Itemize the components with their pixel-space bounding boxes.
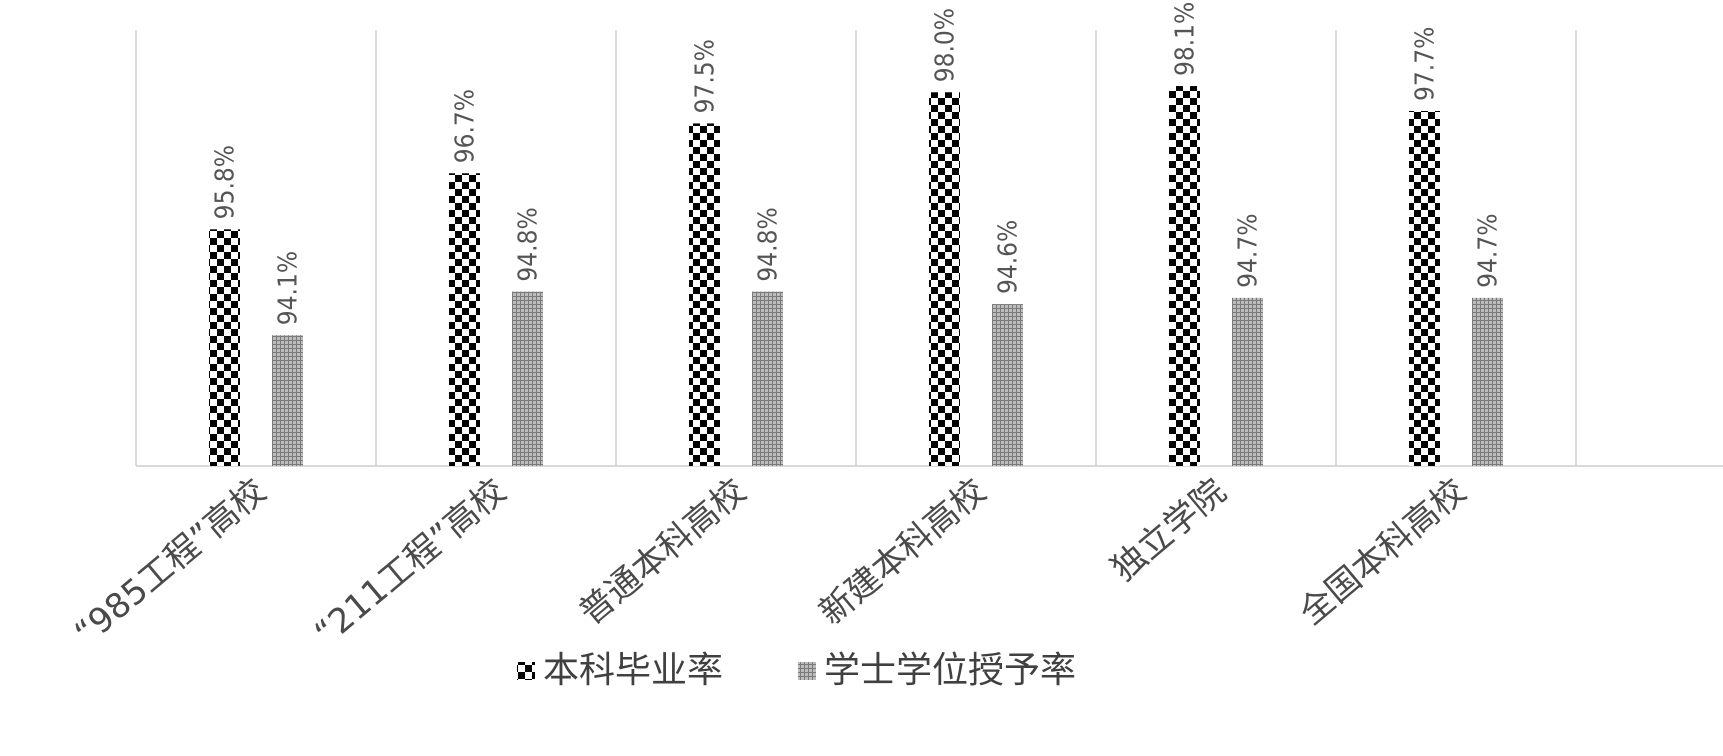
legend: 本科毕业率 学士学位授予率	[517, 650, 1076, 691]
data-label: 94.7%	[1474, 214, 1504, 288]
data-label: 94.7%	[1234, 214, 1264, 288]
bar	[1169, 86, 1200, 467]
bar	[929, 92, 960, 467]
data-label: 97.7%	[1411, 27, 1441, 101]
data-label: 94.6%	[994, 220, 1024, 294]
data-label: 95.8%	[211, 145, 241, 219]
bar	[992, 304, 1023, 466]
data-label: 96.7%	[451, 89, 481, 163]
category-label: 新建本科高校	[812, 471, 994, 633]
data-label: 98.0%	[931, 8, 961, 82]
legend-label: 学士学位授予率	[824, 650, 1076, 691]
legend-label: 本科毕业率	[543, 650, 723, 691]
bars	[209, 86, 1503, 467]
data-labels: 95.8% 96.7% 97.5% 98.0% 98.1% 97.7% 94.1% 94.8%…	[211, 2, 1504, 325]
bar	[1232, 297, 1263, 466]
legend-swatch	[798, 662, 816, 680]
bar	[512, 291, 543, 466]
data-label: 98.1%	[1171, 2, 1201, 76]
data-label: 94.1%	[274, 251, 304, 325]
category-label: “985工程”高校	[67, 471, 274, 653]
bar	[1472, 297, 1503, 466]
bar	[752, 291, 783, 466]
legend-swatch	[517, 662, 535, 680]
category-label: 普通本科高校	[572, 471, 754, 633]
category-label: 全国本科高校	[1292, 471, 1474, 633]
bar	[449, 173, 480, 466]
category-labels: “985工程”高校 “211工程”高校 普通本科高校 新建本科高校 独立学院 全国本科高校	[67, 471, 1474, 653]
bar	[209, 229, 240, 466]
category-label: 独立学院	[1104, 471, 1234, 589]
data-label: 94.8%	[514, 207, 544, 281]
bar	[689, 123, 720, 466]
data-label: 97.5%	[691, 39, 721, 113]
bar	[1409, 110, 1440, 466]
bar	[272, 335, 303, 466]
data-label: 94.8%	[754, 207, 784, 281]
category-label: “211工程”高校	[307, 471, 514, 653]
gridlines	[135, 30, 1723, 467]
